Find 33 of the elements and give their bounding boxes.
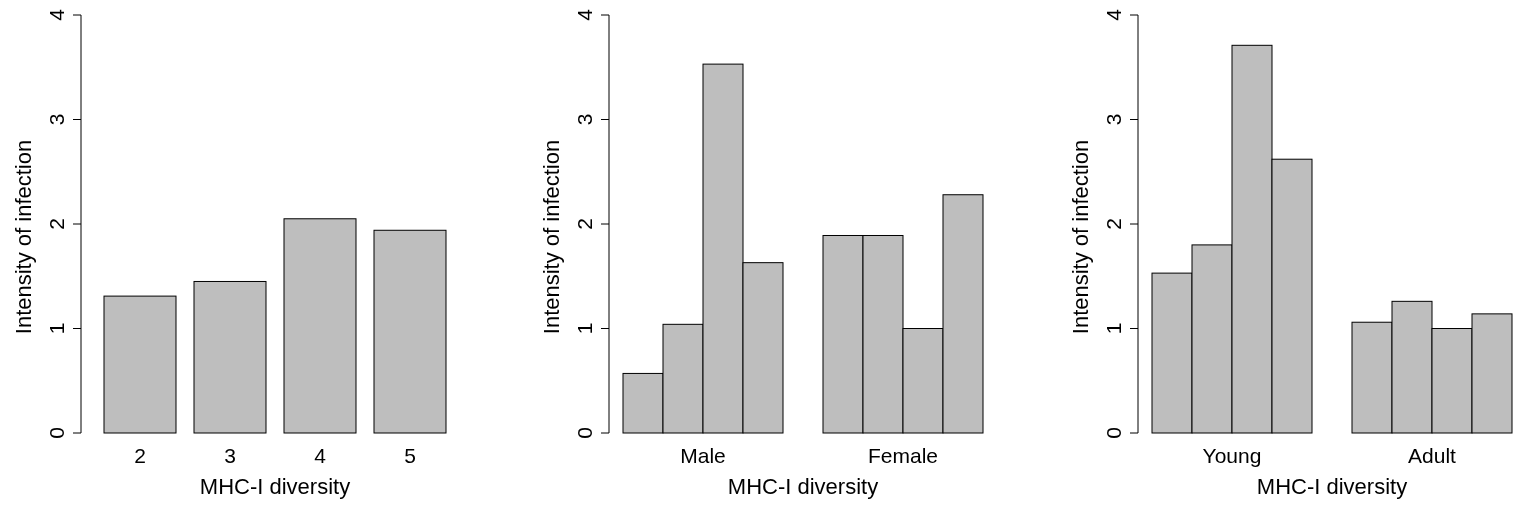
x-axis-title: MHC-I diversity — [727, 474, 879, 499]
y-tick-label: 4 — [573, 8, 596, 21]
x-tick-label: 4 — [314, 444, 327, 467]
x-tick-label: Female — [867, 444, 939, 467]
bar — [373, 229, 447, 434]
x-tick-label: 2 — [134, 444, 146, 467]
y-tick-label: 1 — [573, 322, 596, 335]
y-tick-label: 0 — [1102, 427, 1125, 439]
bar — [283, 218, 357, 434]
bar — [193, 280, 267, 434]
x-tick-label: Adult — [1408, 444, 1457, 467]
y-tick-label: 1 — [1102, 322, 1125, 335]
y-axis-title: Intensity of infection — [1068, 139, 1093, 335]
bar — [103, 295, 177, 434]
x-tick-label: Young — [1202, 444, 1262, 467]
y-tick-label: 4 — [45, 8, 68, 21]
x-axis-title: MHC-I diversity — [1256, 474, 1408, 499]
x-axis-title: MHC-I diversity — [199, 474, 351, 499]
y-tick-label: 0 — [45, 427, 68, 439]
y-tick-label: 0 — [573, 427, 596, 439]
y-axis-title: Intensity of infection — [539, 139, 564, 335]
y-tick-label: 2 — [45, 218, 68, 230]
y-tick-label: 3 — [573, 113, 596, 126]
y-tick-label: 4 — [1102, 8, 1125, 21]
y-axis-title: Intensity of infection — [11, 139, 36, 335]
x-tick-label: Male — [680, 444, 726, 467]
y-tick-label: 2 — [1102, 218, 1125, 230]
y-tick-label: 3 — [45, 113, 68, 126]
y-tick-label: 3 — [1102, 113, 1125, 126]
x-tick-label: 5 — [404, 444, 416, 467]
y-tick-label: 2 — [573, 218, 596, 230]
x-tick-label: 3 — [224, 444, 236, 467]
y-tick-label: 1 — [45, 322, 68, 335]
